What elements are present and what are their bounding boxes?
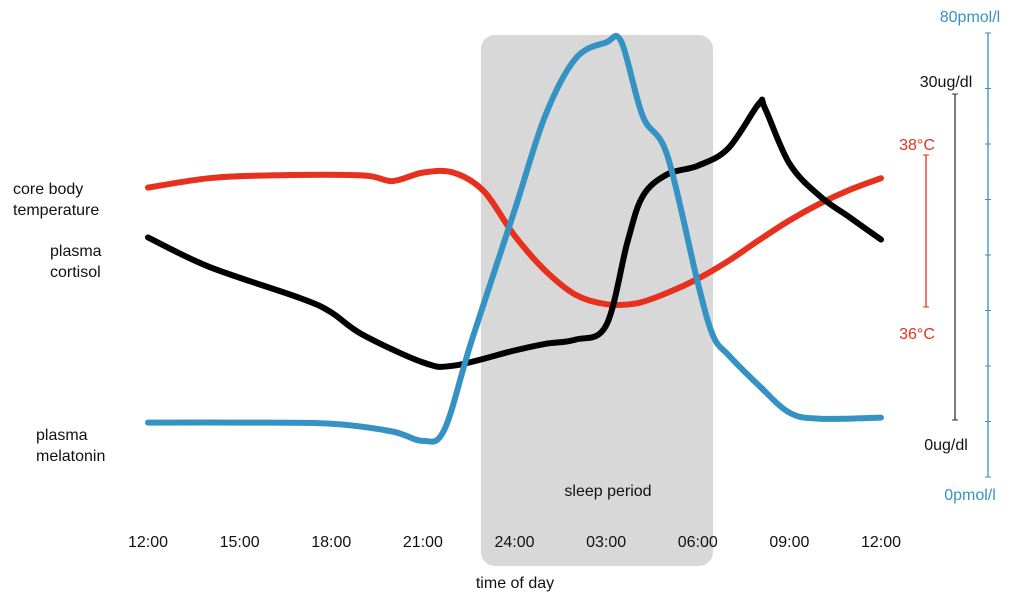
x-tick-label: 15:00 bbox=[220, 534, 260, 551]
temperature-max-label: 38°C bbox=[899, 137, 935, 154]
series-label-temperature-line2: temperature bbox=[13, 202, 99, 219]
series-label-melatonin-line2: melatonin bbox=[36, 448, 105, 465]
series-label-temperature-line1: core body bbox=[13, 181, 83, 198]
sleep-period-label: sleep period bbox=[564, 483, 651, 500]
series-line-plasma-melatonin bbox=[145, 33, 884, 445]
cortisol-min-label: 0ug/dl bbox=[924, 437, 968, 454]
series-label-cortisol: plasma cortisol bbox=[50, 243, 106, 281]
x-tick-label: 12:00 bbox=[861, 534, 901, 551]
cortisol-scale bbox=[952, 93, 958, 421]
x-axis-label: time of day bbox=[476, 575, 554, 592]
series-layer bbox=[145, 33, 884, 445]
cortisol-max-label: 30ug/dl bbox=[920, 74, 973, 91]
series-label-temperature: core body temperature bbox=[13, 181, 99, 219]
series-label-cortisol-line2: cortisol bbox=[50, 264, 101, 281]
x-tick-label: 21:00 bbox=[403, 534, 443, 551]
temperature-scale bbox=[923, 154, 929, 308]
x-axis: 12:00 15:00 18:00 21:00 24:00 03:00 06:00 09:00… bbox=[128, 534, 901, 551]
x-tick-label: 18:00 bbox=[311, 534, 351, 551]
x-tick-label: 24:00 bbox=[494, 534, 534, 551]
series-label-melatonin: plasma melatonin bbox=[36, 427, 105, 465]
melatonin-min-label: 0pmol/l bbox=[944, 487, 996, 504]
x-tick-label: 06:00 bbox=[678, 534, 718, 551]
x-tick-label: 12:00 bbox=[128, 534, 168, 551]
series-line-core-body-temperature bbox=[145, 167, 884, 309]
melatonin-scale bbox=[985, 32, 991, 478]
x-tick-label: 09:00 bbox=[769, 534, 809, 551]
series-line-plasma-cortisol bbox=[145, 96, 884, 370]
series-label-melatonin-line1: plasma bbox=[36, 427, 88, 444]
melatonin-max-label: 80pmol/l bbox=[940, 9, 1000, 26]
x-tick-label: 03:00 bbox=[586, 534, 626, 551]
series-label-cortisol-line1: plasma bbox=[50, 243, 102, 260]
temperature-min-label: 36°C bbox=[899, 326, 935, 343]
